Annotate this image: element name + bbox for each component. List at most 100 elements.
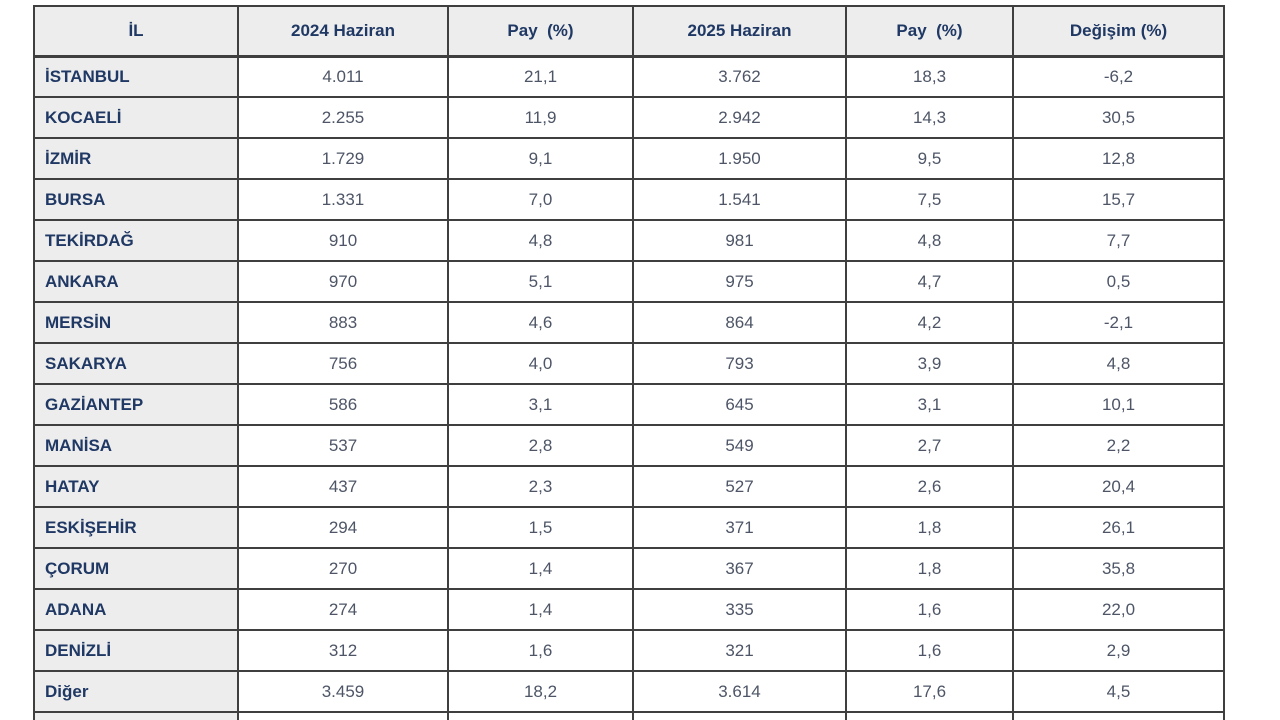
table-row: ANKARA 970 5,1 975 4,7 0,5 [33, 260, 1225, 303]
value-cell: 970 [237, 260, 449, 303]
table-row: ESKİŞEHİR 294 1,5 371 1,8 26,1 [33, 506, 1225, 549]
value-cell: 2,8 [447, 424, 634, 467]
value-cell: -6,2 [1012, 55, 1225, 98]
value-cell: 18,3 [845, 55, 1014, 98]
row-label-cell: Diğer [33, 670, 239, 713]
value-cell: 1,5 [447, 506, 634, 549]
table-row: KOCAELİ 2.255 11,9 2.942 14,3 30,5 [33, 96, 1225, 139]
value-cell: 2,7 [845, 424, 1014, 467]
row-label-cell: KOCAELİ [33, 96, 239, 139]
value-cell: 4.011 [237, 55, 449, 98]
value-cell: 3.459 [237, 670, 449, 713]
value-cell: 2.255 [237, 96, 449, 139]
value-cell: -2,1 [1012, 301, 1225, 344]
value-cell: 10,1 [1012, 383, 1225, 426]
value-cell: 18,2 [447, 670, 634, 713]
row-label-cell: MERSİN [33, 301, 239, 344]
value-cell: 367 [632, 547, 847, 590]
table-row: ADANA 274 1,4 335 1,6 22,0 [33, 588, 1225, 631]
province-data-table: İL 2024 Haziran Pay (%) 2025 Haziran Pay (%)… [33, 5, 1225, 720]
column-header: Pay (%) [845, 5, 1014, 58]
column-header: 2025 Haziran [632, 5, 847, 58]
value-cell: 3.614 [632, 670, 847, 713]
value-cell: 274 [237, 588, 449, 631]
table-row: İZMİR 1.729 9,1 1.950 9,5 12,8 [33, 137, 1225, 180]
value-cell [237, 711, 449, 720]
row-label-cell: SAKARYA [33, 342, 239, 385]
value-cell: 975 [632, 260, 847, 303]
value-cell [845, 711, 1014, 720]
value-cell: 22,0 [1012, 588, 1225, 631]
value-cell: 1,6 [845, 588, 1014, 631]
value-cell: 2,9 [1012, 629, 1225, 672]
row-label-cell: GAZİANTEP [33, 383, 239, 426]
value-cell: 883 [237, 301, 449, 344]
value-cell [632, 711, 847, 720]
value-cell: 270 [237, 547, 449, 590]
value-cell: 21,1 [447, 55, 634, 98]
value-cell: 15,7 [1012, 178, 1225, 221]
row-label-cell: ADANA [33, 588, 239, 631]
row-label-cell: DENİZLİ [33, 629, 239, 672]
table-row: SAKARYA 756 4,0 793 3,9 4,8 [33, 342, 1225, 385]
value-cell [1012, 711, 1225, 720]
table-row: Diğer 3.459 18,2 3.614 17,6 4,5 [33, 670, 1225, 713]
value-cell [447, 711, 634, 720]
value-cell: 312 [237, 629, 449, 672]
value-cell: 4,0 [447, 342, 634, 385]
value-cell: 910 [237, 219, 449, 262]
value-cell: 549 [632, 424, 847, 467]
header-row: İL 2024 Haziran Pay (%) 2025 Haziran Pay (%)… [33, 5, 1225, 58]
table-row: BURSA 1.331 7,0 1.541 7,5 15,7 [33, 178, 1225, 221]
table-row: MANİSA 537 2,8 549 2,7 2,2 [33, 424, 1225, 467]
value-cell: 2,3 [447, 465, 634, 508]
row-label-cell: BURSA [33, 178, 239, 221]
value-cell: 4,8 [447, 219, 634, 262]
value-cell: 7,7 [1012, 219, 1225, 262]
value-cell: 3,9 [845, 342, 1014, 385]
value-cell: 0,5 [1012, 260, 1225, 303]
table-row: TEKİRDAĞ 910 4,8 981 4,8 7,7 [33, 219, 1225, 262]
row-label-cell: HATAY [33, 465, 239, 508]
value-cell: 3.762 [632, 55, 847, 98]
value-cell: 11,9 [447, 96, 634, 139]
value-cell: 793 [632, 342, 847, 385]
table-row: MERSİN 883 4,6 864 4,2 -2,1 [33, 301, 1225, 344]
table-row-clipped [33, 711, 1225, 720]
row-label-cell: İSTANBUL [33, 55, 239, 98]
value-cell: 9,5 [845, 137, 1014, 180]
value-cell: 20,4 [1012, 465, 1225, 508]
row-label-cell [33, 711, 239, 720]
value-cell: 294 [237, 506, 449, 549]
value-cell: 2,2 [1012, 424, 1225, 467]
value-cell: 7,5 [845, 178, 1014, 221]
table-body: İSTANBUL 4.011 21,1 3.762 18,3 -6,2 KOCAELİ 2.2… [33, 55, 1225, 713]
value-cell: 645 [632, 383, 847, 426]
row-label-cell: ESKİŞEHİR [33, 506, 239, 549]
value-cell: 3,1 [447, 383, 634, 426]
value-cell: 3,1 [845, 383, 1014, 426]
table-row: GAZİANTEP 586 3,1 645 3,1 10,1 [33, 383, 1225, 426]
value-cell: 30,5 [1012, 96, 1225, 139]
value-cell: 1,6 [447, 629, 634, 672]
value-cell: 864 [632, 301, 847, 344]
value-cell: 537 [237, 424, 449, 467]
value-cell: 527 [632, 465, 847, 508]
value-cell: 4,8 [1012, 342, 1225, 385]
row-label-cell: ÇORUM [33, 547, 239, 590]
column-header: 2024 Haziran [237, 5, 449, 58]
value-cell: 1.541 [632, 178, 847, 221]
value-cell: 1.729 [237, 137, 449, 180]
column-header: İL [33, 5, 239, 58]
table-row: ÇORUM 270 1,4 367 1,8 35,8 [33, 547, 1225, 590]
value-cell: 371 [632, 506, 847, 549]
value-cell: 4,5 [1012, 670, 1225, 713]
value-cell: 1,8 [845, 547, 1014, 590]
value-cell: 17,6 [845, 670, 1014, 713]
row-label-cell: İZMİR [33, 137, 239, 180]
value-cell: 9,1 [447, 137, 634, 180]
value-cell: 12,8 [1012, 137, 1225, 180]
value-cell: 1.331 [237, 178, 449, 221]
value-cell: 2,6 [845, 465, 1014, 508]
